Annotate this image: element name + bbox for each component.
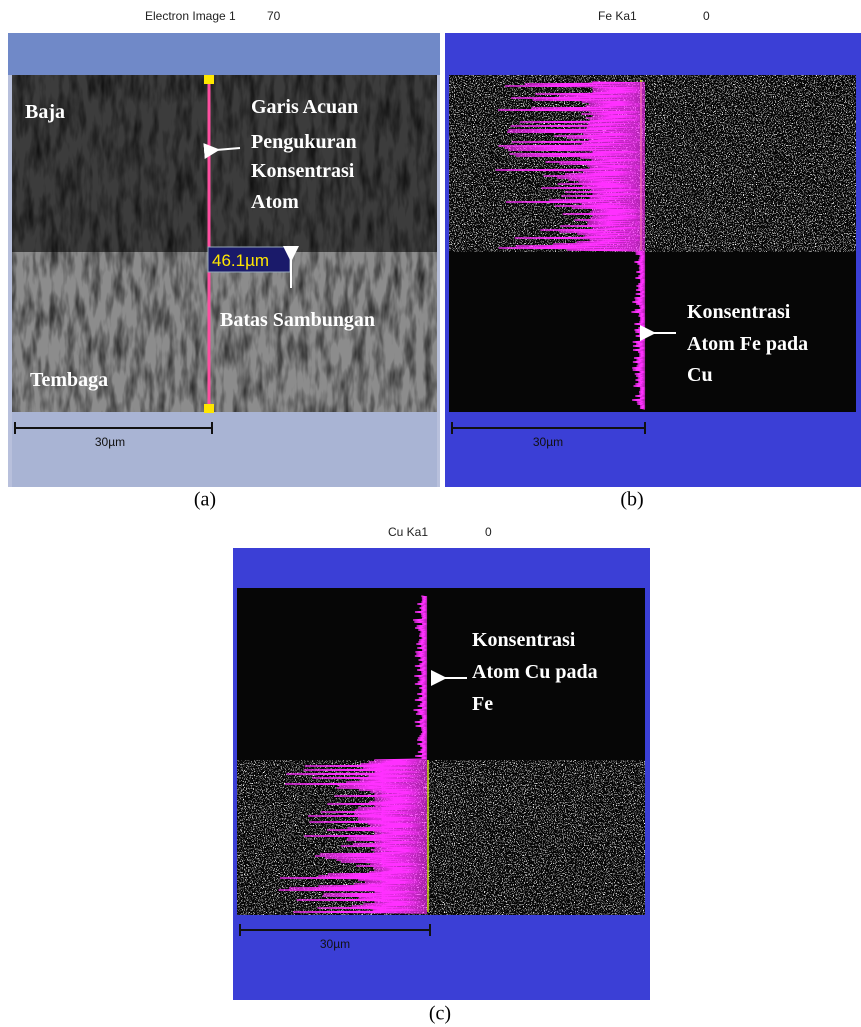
annotation: Konsentrasi bbox=[687, 301, 791, 323]
reference-label: Pengukuran bbox=[251, 131, 357, 153]
marker bbox=[204, 404, 214, 413]
steel-label: Baja bbox=[25, 101, 65, 123]
annotation: Cu bbox=[687, 364, 713, 386]
texture bbox=[449, 75, 856, 252]
caption: (b) bbox=[620, 489, 643, 511]
annotation: Atom Cu pada bbox=[472, 661, 598, 683]
scale-label: 30µm bbox=[95, 435, 125, 449]
header: Electron Image 1 bbox=[145, 9, 236, 23]
marker bbox=[204, 75, 214, 84]
reference-label: Atom bbox=[251, 191, 299, 213]
caption: (a) bbox=[194, 489, 216, 511]
annotation: Atom Fe pada bbox=[687, 333, 808, 355]
texture bbox=[237, 760, 645, 915]
panel-c: Cu Ka1 0 Konsentrasi Atom Cu pada Fe 30µ… bbox=[233, 517, 650, 1025]
page: {"panel_a": {"header": "Electron Image 1… bbox=[0, 0, 861, 1027]
header: Cu Ka1 bbox=[388, 525, 428, 539]
band bbox=[12, 412, 437, 487]
panel-a: Electron Image 1 70 46.1µm Baja Tembaga … bbox=[8, 0, 440, 511]
panel-b: Fe Ka1 0 Konsentrasi Atom Fe pada Cu 30µ… bbox=[445, 0, 861, 511]
texture bbox=[12, 75, 437, 412]
header: Fe Ka1 bbox=[598, 9, 637, 23]
reference-label: Garis Acuan bbox=[251, 96, 358, 118]
caption: (c) bbox=[429, 1003, 451, 1025]
scale-label: 30µm bbox=[533, 435, 563, 449]
panel-header bbox=[233, 517, 650, 548]
header-value: 0 bbox=[485, 525, 492, 539]
boundary-label: Batas Sambungan bbox=[220, 309, 375, 331]
length-label: 46.1µm bbox=[212, 251, 269, 270]
header-value: 0 bbox=[703, 9, 710, 23]
reference-label: Konsentrasi bbox=[251, 160, 355, 182]
scale-label: 30µm bbox=[320, 937, 350, 951]
header-value: 70 bbox=[267, 9, 281, 23]
figure: Electron Image 1 70 46.1µm Baja Tembaga … bbox=[0, 0, 861, 1027]
annotation: Fe bbox=[472, 693, 493, 715]
annotation: Konsentrasi bbox=[472, 629, 576, 651]
copper-label: Tembaga bbox=[30, 369, 108, 391]
panel-header bbox=[445, 0, 861, 33]
band bbox=[8, 33, 440, 75]
